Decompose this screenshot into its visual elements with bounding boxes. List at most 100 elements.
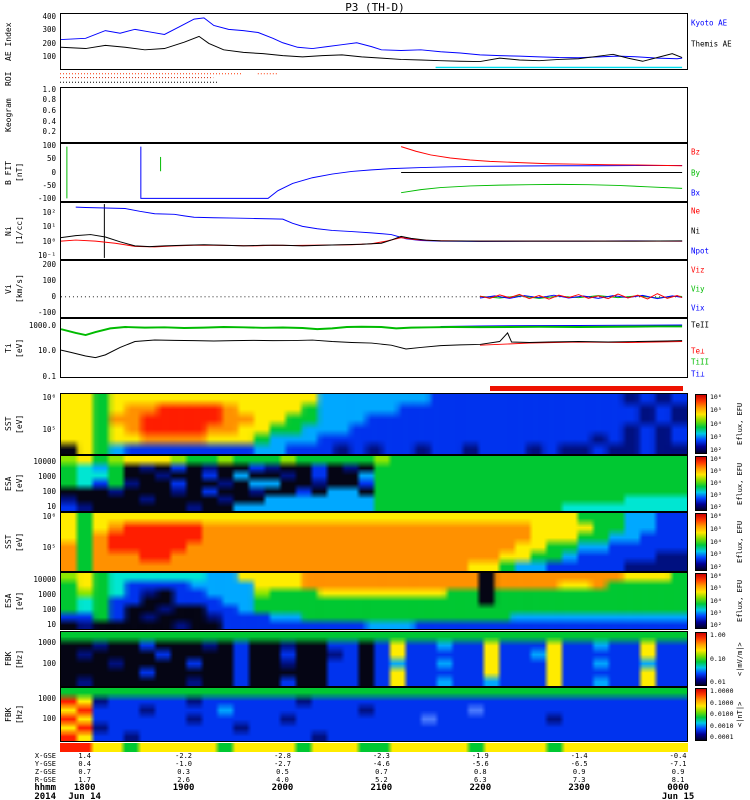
ti-series-label: Ti⊥ bbox=[691, 369, 705, 379]
keogram-y-tick: 0.2 bbox=[42, 127, 56, 137]
fbk_b-y-tick: 100 bbox=[42, 713, 56, 723]
sst_electrons-colorbar-tick: 10⁵ bbox=[710, 524, 722, 533]
ephemeris-value: 0.7 bbox=[375, 768, 388, 776]
ephemeris-row-label: X-GSE bbox=[34, 752, 56, 760]
ni-series-label: Ne bbox=[691, 206, 701, 216]
sst_ions-colorbar-tick: 10⁵ bbox=[710, 406, 722, 415]
ephemeris-value: 6.3 bbox=[473, 776, 487, 784]
series-Bz bbox=[400, 146, 683, 167]
fbk_e-plot-area bbox=[60, 631, 688, 687]
ephemeris-value: 0.9 bbox=[572, 768, 586, 776]
ti-y-tick: 10.0 bbox=[37, 346, 56, 356]
panel-sst-ions-spectrogram: SST [eV] 10⁶ 10⁵ 10⁶ 10⁵ 10⁴ 10³ 10² Eflux, EFU bbox=[0, 393, 750, 455]
fbk_b-y-tick: 1000 bbox=[37, 694, 56, 704]
sst_ions-plot-area bbox=[60, 393, 688, 455]
time-tick-label: 2100 bbox=[370, 783, 393, 793]
ephemeris-value: 0.9 bbox=[671, 768, 685, 776]
esa_ions-colorbar-tick: 10⁵ bbox=[710, 467, 722, 475]
sst_electrons-y-tick: 10⁵ bbox=[42, 543, 56, 553]
ni-y-tick: 10⁻¹ bbox=[37, 250, 56, 260]
sst_electrons-colorbar-tick: 10³ bbox=[710, 550, 722, 559]
panel-fbk-bfield-spectrogram: FBK [Hz] 1000 100 1.0000 0.1000 0.0100 0.0010 0.… bbox=[0, 687, 750, 742]
vi-series-label: Viz bbox=[691, 265, 705, 275]
ephemeris-value: 0.4 bbox=[78, 760, 92, 768]
burstbar-plot-area bbox=[60, 743, 688, 752]
sst_electrons-colorbar bbox=[695, 513, 707, 571]
time-tick-label: 2300 bbox=[568, 783, 591, 793]
fbk_e-colorbar-tick: 1.00 bbox=[710, 631, 726, 639]
esa_ions-y-tick: 1000 bbox=[37, 472, 56, 482]
ae-plot-area bbox=[60, 13, 688, 70]
esa_electrons-y-tick: 1000 bbox=[37, 589, 56, 599]
ni-lines bbox=[61, 204, 683, 258]
sst_ions-y-axis-label: [eV] bbox=[15, 414, 24, 434]
esa_electrons-colorbar bbox=[695, 573, 707, 629]
ti-lines bbox=[61, 324, 683, 359]
series-Viz bbox=[479, 293, 683, 300]
sst_ions-colorbar-tick: 10⁴ bbox=[710, 419, 722, 428]
ephemeris-value: 0.7 bbox=[78, 768, 92, 776]
sst_ions-colorbar-tick: 10⁶ bbox=[710, 393, 722, 401]
keogram-y-tick: 0.8 bbox=[42, 95, 56, 105]
bfit-series-label: Bx bbox=[691, 188, 701, 198]
fbk_e-y-tick: 1000 bbox=[37, 638, 56, 648]
esa_ions-spectrogram-canvas bbox=[61, 456, 687, 511]
panel-velocity: Vi [km/s] 200 100 0 -100 Viz Viy Vix bbox=[0, 260, 750, 318]
esa_ions-colorbar bbox=[695, 456, 707, 511]
esa_electrons-y-tick: 10 bbox=[46, 620, 56, 630]
ephemeris-value: -1.4 bbox=[570, 752, 588, 760]
panel-sst-electrons-spectrogram: SST [eV] 10⁶ 10⁵ 10⁶ 10⁵ 10⁴ 10³ 10² Eflux, EFU bbox=[0, 512, 750, 572]
ephemeris-value: 5.2 bbox=[375, 776, 388, 784]
ephemeris-value: -6.5 bbox=[570, 760, 588, 768]
ephemeris-value: 0.8 bbox=[473, 768, 487, 776]
ni-plot-area bbox=[60, 202, 688, 260]
vi-y-tick: 0 bbox=[51, 292, 56, 302]
panel-temperature: Ti [eV] 1000.0 10.0 0.1 TeII Te⊥ TiII Ti⊥ bbox=[0, 318, 750, 381]
series-By bbox=[401, 183, 683, 194]
esa_ions-colorbar-tick: 10⁴ bbox=[710, 479, 722, 487]
fast-survey-mode-bar bbox=[0, 386, 750, 391]
series-Npot bbox=[75, 206, 683, 242]
time-tick-label: 0000 bbox=[667, 783, 689, 793]
ephemeris-row-label: Y-GSE bbox=[34, 760, 56, 768]
bfit-y-tick: -100 bbox=[37, 194, 56, 204]
esa_electrons-colorbar-tick: 10² bbox=[710, 621, 722, 629]
esa_ions-y-tick: 10000 bbox=[33, 457, 56, 467]
panel-roi: ROI bbox=[0, 70, 750, 87]
esa_electrons-colorbar-tick: 10⁵ bbox=[710, 584, 722, 593]
vi-lines bbox=[61, 293, 683, 300]
bfit-y-tick: 100 bbox=[42, 140, 56, 150]
fbk_e-y-tick: 100 bbox=[42, 658, 56, 668]
ephemeris-value: -2.2 bbox=[175, 752, 193, 760]
sst_electrons-colorbar-tick: 10⁶ bbox=[710, 512, 722, 520]
ni-series-label: Ni bbox=[691, 226, 701, 236]
time-tick-label: 1800 bbox=[73, 783, 96, 793]
fbk_e-spectrogram-canvas bbox=[61, 632, 687, 686]
ti-series-label: TiII bbox=[691, 357, 710, 367]
series-TiII bbox=[61, 325, 683, 337]
ephemeris-value: -2.8 bbox=[274, 752, 291, 760]
date-end-label: Jun 15 bbox=[661, 792, 695, 800]
esa_ions-colorbar-title: Eflux, EFU bbox=[736, 462, 744, 505]
fbk_b-colorbar-tick: 1.0000 bbox=[710, 687, 734, 695]
fbk_e-colorbar-title: <|mV/m|> bbox=[736, 642, 744, 676]
hhmm-label: hhmm bbox=[34, 783, 56, 793]
esa_electrons-y-tick: 100 bbox=[42, 604, 56, 614]
series-TeII bbox=[61, 332, 683, 359]
fbk_e-colorbar-tick: 0.10 bbox=[710, 654, 726, 663]
esa_ions-colorbar-tick: 10³ bbox=[710, 491, 722, 499]
sst_electrons-y-axis-label: [eV] bbox=[15, 532, 24, 552]
ephemeris-value: 7.3 bbox=[572, 776, 586, 784]
vi-y-tick: 100 bbox=[42, 275, 56, 285]
sst_electrons-colorbar-tick: 10² bbox=[710, 563, 722, 571]
time-tick-label: 2000 bbox=[271, 783, 294, 793]
sst_electrons-plot-area bbox=[60, 512, 688, 572]
fbk_b-colorbar-tick: 0.0001 bbox=[710, 733, 734, 741]
ephemeris-value: 4.0 bbox=[276, 776, 289, 784]
series-Te⊥ bbox=[479, 341, 683, 346]
esa_ions-y-tick: 100 bbox=[42, 487, 56, 497]
ae-y-tick: 400 bbox=[42, 12, 56, 22]
sst_ions-y-tick: 10⁶ bbox=[42, 393, 56, 403]
panel-esa-ions-spectrogram: ESA [eV] 10000 1000 100 10 10⁶ 10⁵ 10⁴ 10³ 10² Eflu… bbox=[0, 455, 750, 512]
